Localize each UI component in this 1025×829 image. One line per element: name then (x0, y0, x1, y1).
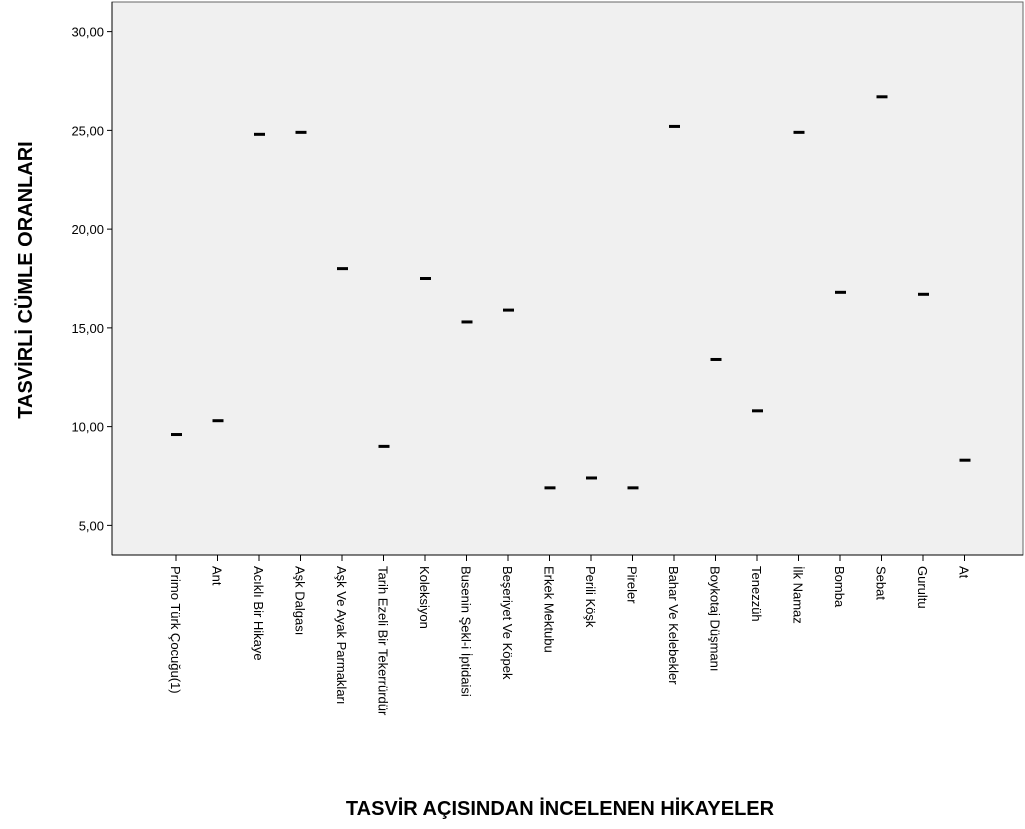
y-tick-label: 20,00 (71, 222, 104, 237)
y-tick-label: 10,00 (71, 420, 104, 435)
plot-area (111, 1, 1024, 556)
x-tick-label: Bomba (832, 566, 847, 608)
data-point (876, 95, 888, 99)
data-point (295, 130, 307, 134)
data-point (627, 486, 639, 490)
x-tick-label: Aşk Dalgası (293, 566, 308, 635)
x-tick-label: İlk Namaz (791, 566, 806, 624)
data-point (835, 290, 846, 294)
data-point (752, 409, 763, 413)
data-point (337, 267, 348, 271)
x-tick-label: Tenezzüh (749, 566, 764, 622)
x-tick-label: Koleksiyon (417, 566, 432, 629)
data-point (254, 132, 265, 136)
data-point (586, 476, 597, 480)
x-tick-label: Tarih Ezeli Bir Tekerrürdür (376, 566, 391, 716)
data-point (503, 308, 514, 312)
x-tick-label: Ant (210, 566, 225, 586)
data-point (959, 458, 971, 462)
x-tick-label: Busenin Şekl-i İptidaisi (459, 566, 474, 697)
y-axis-title: TASVİRLİ CÜMLE ORANLARI (14, 141, 37, 418)
y-axis-ticks: 5,00 10,00 15,00 20,00 25,00 30,00 (71, 25, 112, 533)
x-tick-label: Pireler (625, 566, 640, 604)
y-tick-label: 15,00 (71, 321, 104, 336)
x-tick-label: Sebat (874, 566, 889, 600)
data-point (710, 357, 722, 361)
x-tick-label: Boykotaj Düşmanı (708, 566, 723, 672)
x-tick-label: Acıklı Bir Hikaye (251, 566, 266, 661)
data-point (918, 292, 929, 296)
data-point (378, 444, 390, 448)
x-axis-ticks: Primo Türk Çocuğu(1) Ant Acıklı Bir Hikaye… (168, 555, 972, 716)
x-tick-label: Erkek Mektubu (542, 566, 557, 653)
data-point (544, 486, 556, 490)
data-point (669, 124, 680, 128)
data-markers (171, 95, 971, 490)
data-point (171, 433, 182, 437)
y-tick-label: 30,00 (71, 25, 104, 40)
x-tick-label: Gurultu (915, 566, 930, 609)
data-point (420, 277, 431, 280)
x-axis-title: TASVİR AÇISINDAN İNCELENEN HİKAYELER (346, 797, 775, 820)
y-tick-label: 5,00 (79, 518, 104, 533)
y-tick-label: 25,00 (71, 123, 104, 138)
x-tick-label: Aşk Ve Ayak Parmakları (334, 566, 349, 705)
data-point (212, 419, 224, 423)
x-tick-label: Primo Türk Çocuğu(1) (168, 566, 183, 694)
x-tick-label: Beşeriyet Ve Köpek (500, 566, 515, 680)
x-tick-label: Perili Köşk (583, 566, 598, 628)
data-point (793, 130, 805, 134)
data-point (461, 320, 473, 324)
x-tick-label: Bahar Ve Kelebekler (666, 566, 681, 685)
x-tick-label: At (957, 566, 972, 579)
